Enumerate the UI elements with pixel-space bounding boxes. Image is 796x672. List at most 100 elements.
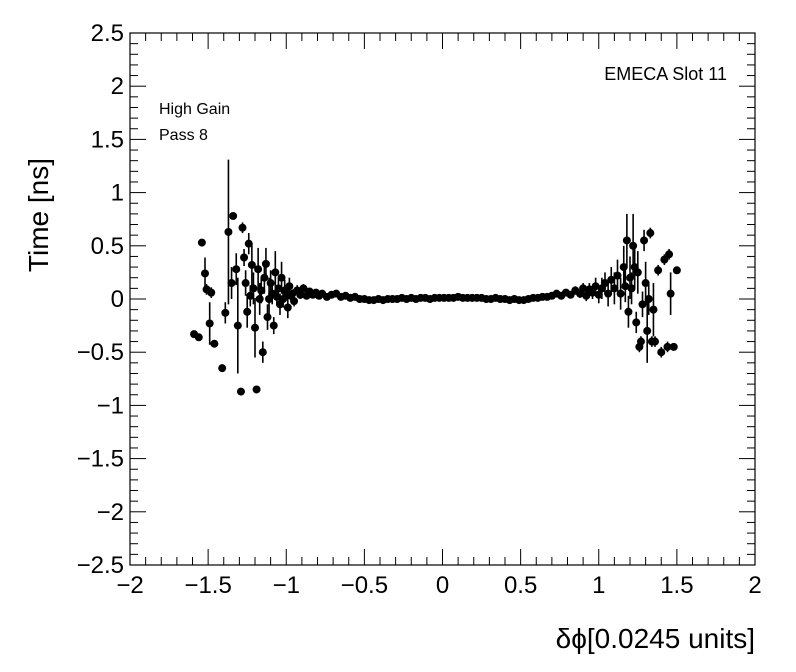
data-point — [613, 271, 622, 280]
data-point — [266, 279, 275, 288]
data-point — [207, 288, 216, 297]
data-point — [261, 259, 270, 268]
data-point — [218, 364, 227, 373]
y-tick-label: 0 — [111, 286, 124, 313]
data-point — [582, 291, 591, 300]
data-point — [636, 337, 645, 346]
y-tick-label: −1 — [97, 392, 124, 419]
data-point — [285, 282, 294, 291]
axis-ticks — [129, 32, 756, 566]
data-point — [651, 337, 659, 346]
data-point — [247, 260, 256, 269]
data-point — [257, 286, 266, 295]
data-point — [643, 326, 652, 335]
x-tick-label: 0.5 — [504, 572, 537, 599]
x-tick-label: −2 — [116, 572, 143, 599]
data-point — [224, 227, 233, 236]
data-point — [669, 342, 678, 351]
data-point — [274, 284, 283, 293]
data-point — [197, 238, 206, 247]
data-point — [588, 288, 597, 297]
data-point — [236, 387, 245, 396]
data-markers — [190, 212, 681, 396]
data-point — [632, 318, 641, 327]
data-point — [672, 266, 681, 275]
data-point — [619, 263, 628, 272]
data-point — [640, 236, 649, 245]
y-tick-label: −1.5 — [77, 446, 124, 473]
x-tick-label: 1.5 — [660, 572, 693, 599]
data-point — [251, 323, 259, 332]
y-tick-label: 1.5 — [91, 126, 124, 153]
y-tick-label: 1 — [111, 180, 124, 207]
x-tick-label: −1 — [273, 572, 300, 599]
data-point — [277, 273, 286, 282]
data-point — [254, 265, 263, 274]
data-point — [626, 273, 634, 282]
data-point — [263, 313, 272, 322]
data-point — [269, 321, 278, 330]
data-point — [629, 241, 638, 250]
data-point — [641, 279, 650, 288]
data-point — [243, 307, 252, 316]
data-point — [657, 348, 666, 357]
data-point — [244, 239, 253, 248]
data-point — [299, 284, 308, 293]
data-point — [233, 321, 242, 330]
data-point — [621, 282, 630, 291]
data-point — [258, 348, 267, 357]
data-point — [644, 295, 653, 303]
data-point — [633, 268, 642, 277]
data-point — [654, 266, 663, 275]
y-tick-label: −0.5 — [77, 339, 124, 366]
data-point — [296, 290, 305, 299]
y-tick-label: 2.5 — [91, 20, 124, 47]
data-point — [638, 300, 647, 309]
data-point — [666, 289, 675, 298]
data-point — [252, 385, 261, 394]
data-point — [240, 253, 249, 262]
y-tick-label: 0.5 — [91, 233, 124, 260]
data-point — [594, 290, 603, 299]
pass-annotation: Pass 8 — [159, 127, 208, 144]
x-tick-label: −0.5 — [341, 572, 388, 599]
data-point — [290, 297, 299, 306]
tick-labels: −2 −1.5 −1 −0.5 0 0.5 1 1.5 2 2.5 2 1.5 1 0.5 0 −0.5 −1 −… — [77, 20, 762, 599]
y-tick-label: −2.5 — [77, 552, 124, 579]
x-tick-label: 2 — [748, 572, 761, 599]
x-axis-title: δϕ[0.0245 units] — [556, 623, 755, 654]
data-point — [607, 275, 616, 284]
data-point — [260, 273, 269, 282]
data-point — [622, 236, 631, 245]
data-point — [646, 229, 655, 238]
gain-annotation: High Gain — [159, 101, 230, 118]
y-axis-title: Time [ns] — [23, 158, 54, 272]
data-point — [272, 292, 281, 301]
data-point — [627, 284, 636, 293]
x-tick-label: 0 — [436, 572, 449, 599]
y-tick-label: −2 — [97, 499, 124, 526]
data-point — [610, 284, 619, 293]
x-tick-label: 1 — [592, 572, 605, 599]
data-point — [249, 284, 258, 293]
data-point — [604, 289, 613, 298]
data-point — [663, 342, 672, 351]
data-point — [271, 268, 280, 277]
data-point — [227, 279, 236, 288]
data-point — [665, 250, 674, 259]
data-point — [221, 308, 230, 317]
data-point — [601, 279, 609, 288]
data-point — [246, 291, 255, 300]
y-tick-label: 2 — [111, 73, 124, 100]
data-point — [649, 305, 658, 314]
x-tick-label: −1.5 — [184, 572, 231, 599]
data-point — [660, 255, 669, 264]
data-point — [194, 333, 203, 342]
data-point — [579, 284, 588, 293]
data-point — [205, 319, 214, 328]
slot-annotation: EMECA Slot 11 — [604, 64, 727, 84]
data-point — [624, 307, 633, 316]
data-point — [232, 265, 241, 274]
data-point — [591, 282, 600, 291]
data-point — [283, 303, 292, 312]
